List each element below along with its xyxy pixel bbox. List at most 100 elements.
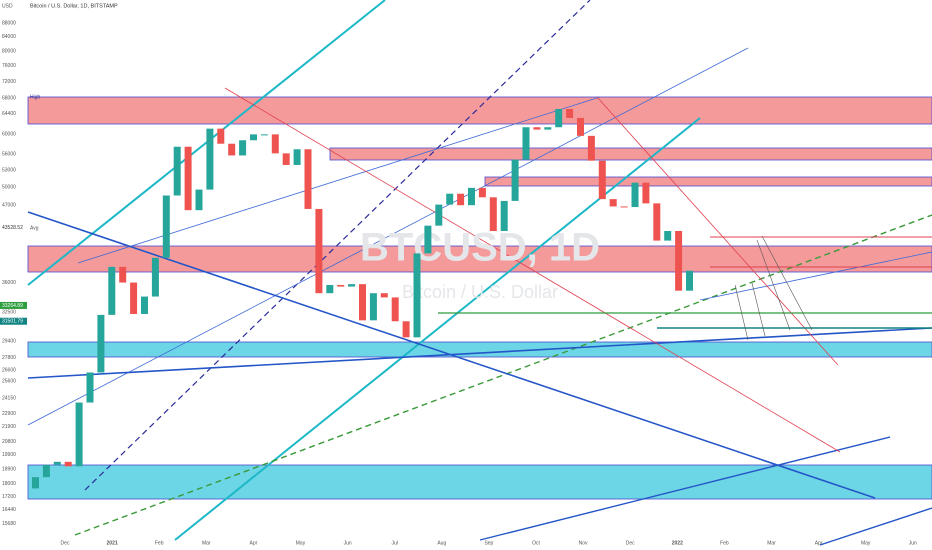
price-axis-label: 53000 [2, 168, 16, 174]
resistance-zone [27, 96, 932, 125]
resistance-zone [484, 176, 932, 187]
candle-body [53, 461, 61, 465]
drawings [27, 0, 932, 546]
currency: USD [2, 3, 13, 9]
price-axis-label: 19900 [2, 452, 16, 458]
price-axis-label: 68000 [2, 95, 16, 101]
time-axis-label: Mar [767, 540, 776, 546]
axes: 88000 84000 80000 76000 72000 68000 64400 60000… [0, 21, 917, 546]
candle-body [195, 189, 203, 211]
trend-line [224, 87, 841, 453]
avg-label: Avg [30, 225, 39, 231]
price-axis-label: 18000 [2, 481, 16, 487]
price-axis-label: 56000 [2, 152, 16, 158]
price-axis-label: 21900 [2, 424, 16, 430]
candle-body [620, 206, 628, 208]
price-axis-label: 15680 [2, 521, 16, 527]
price-tag [0, 223, 27, 231]
candle-body [108, 266, 116, 315]
time-axis-label: Apr [815, 540, 823, 546]
candle-body [326, 284, 334, 294]
high-label: High [30, 94, 41, 100]
price-axis-label: 50000 [2, 185, 16, 191]
candle-body [75, 402, 83, 467]
price-axis-label: 36000 [2, 280, 16, 286]
time-axis-label: Mar [202, 540, 211, 546]
candle-body [675, 231, 683, 291]
trend-line [27, 327, 932, 379]
price-axis-label: 27800 [2, 355, 16, 361]
candle-body [402, 321, 410, 338]
price-axis-label: 76000 [2, 63, 16, 69]
candle-body [304, 149, 312, 209]
candle-body [511, 159, 519, 201]
candle-body [271, 134, 279, 154]
resistance-zone [27, 245, 932, 273]
trend-line [819, 507, 932, 546]
candle-body [217, 128, 225, 144]
trend-line [479, 436, 891, 541]
candle-body [577, 117, 584, 136]
price-axis-label: 20800 [2, 439, 16, 445]
price-axis-label: 72000 [2, 79, 16, 85]
price-axis-label: 84000 [2, 34, 16, 40]
time-axis-label: Apr [250, 540, 258, 546]
candle-body [141, 296, 148, 314]
time-axis-label: Jun [909, 540, 917, 546]
price-axis-label: 18900 [2, 467, 16, 473]
candle-body [32, 477, 39, 489]
candle-body [391, 297, 399, 322]
projection-arrows [734, 235, 813, 341]
candle-body [664, 231, 672, 241]
price-axis-label: 60000 [2, 132, 16, 138]
price-axis-label: 32500 [2, 310, 16, 316]
candle-body [130, 282, 138, 314]
trend-line [174, 117, 701, 541]
candle-body [359, 284, 366, 321]
candle-body [555, 108, 563, 128]
time-axis-label: Jul [391, 540, 397, 546]
candles [32, 108, 693, 489]
candle-body [64, 461, 72, 467]
header-title: Bitcoin / U.S. Dollar, 1D, BITSTAMP [30, 3, 118, 9]
candle-body [206, 128, 214, 190]
time-axis-label: Nov [579, 540, 588, 546]
candle-body [162, 195, 170, 258]
candle-body [686, 270, 693, 291]
candle-body [413, 253, 421, 338]
candle-body [544, 127, 552, 130]
time-axis-label: Aug [437, 540, 446, 546]
candle-body [86, 372, 94, 403]
price-axis-label: 25600 [2, 379, 16, 385]
candle-body [468, 187, 475, 206]
support-zone [27, 341, 932, 358]
time-axis-label: Dec [61, 540, 70, 546]
candle-body [315, 208, 323, 294]
candle-body [435, 204, 443, 226]
trend-line [27, 47, 749, 426]
price-axis-label: 16440 [2, 507, 16, 513]
candle-body [282, 153, 290, 165]
price-axis-label: 47000 [2, 203, 16, 209]
price-axis-label: 64400 [2, 111, 16, 117]
candle-body [533, 127, 541, 130]
price-tag-label: 31501.79 [2, 319, 23, 325]
candle-body [119, 266, 127, 283]
trend-line [699, 251, 932, 301]
time-axis-label: Feb [720, 540, 729, 546]
price-axis-label: 22900 [2, 411, 16, 417]
price-tag [0, 317, 27, 325]
candle-body [598, 160, 606, 200]
candle-body [42, 464, 50, 478]
candle-body [293, 149, 301, 165]
candle-body [587, 135, 595, 161]
time-axis-label: May [296, 540, 306, 546]
candle-body [260, 134, 268, 136]
candle-body [239, 140, 247, 156]
candle-body [424, 225, 432, 254]
candle-body [609, 199, 617, 207]
price-axis-label: 26600 [2, 368, 16, 374]
resistance-zone [329, 147, 932, 161]
candle-body [489, 197, 497, 232]
price-tag-label: 33264.89 [2, 303, 23, 309]
